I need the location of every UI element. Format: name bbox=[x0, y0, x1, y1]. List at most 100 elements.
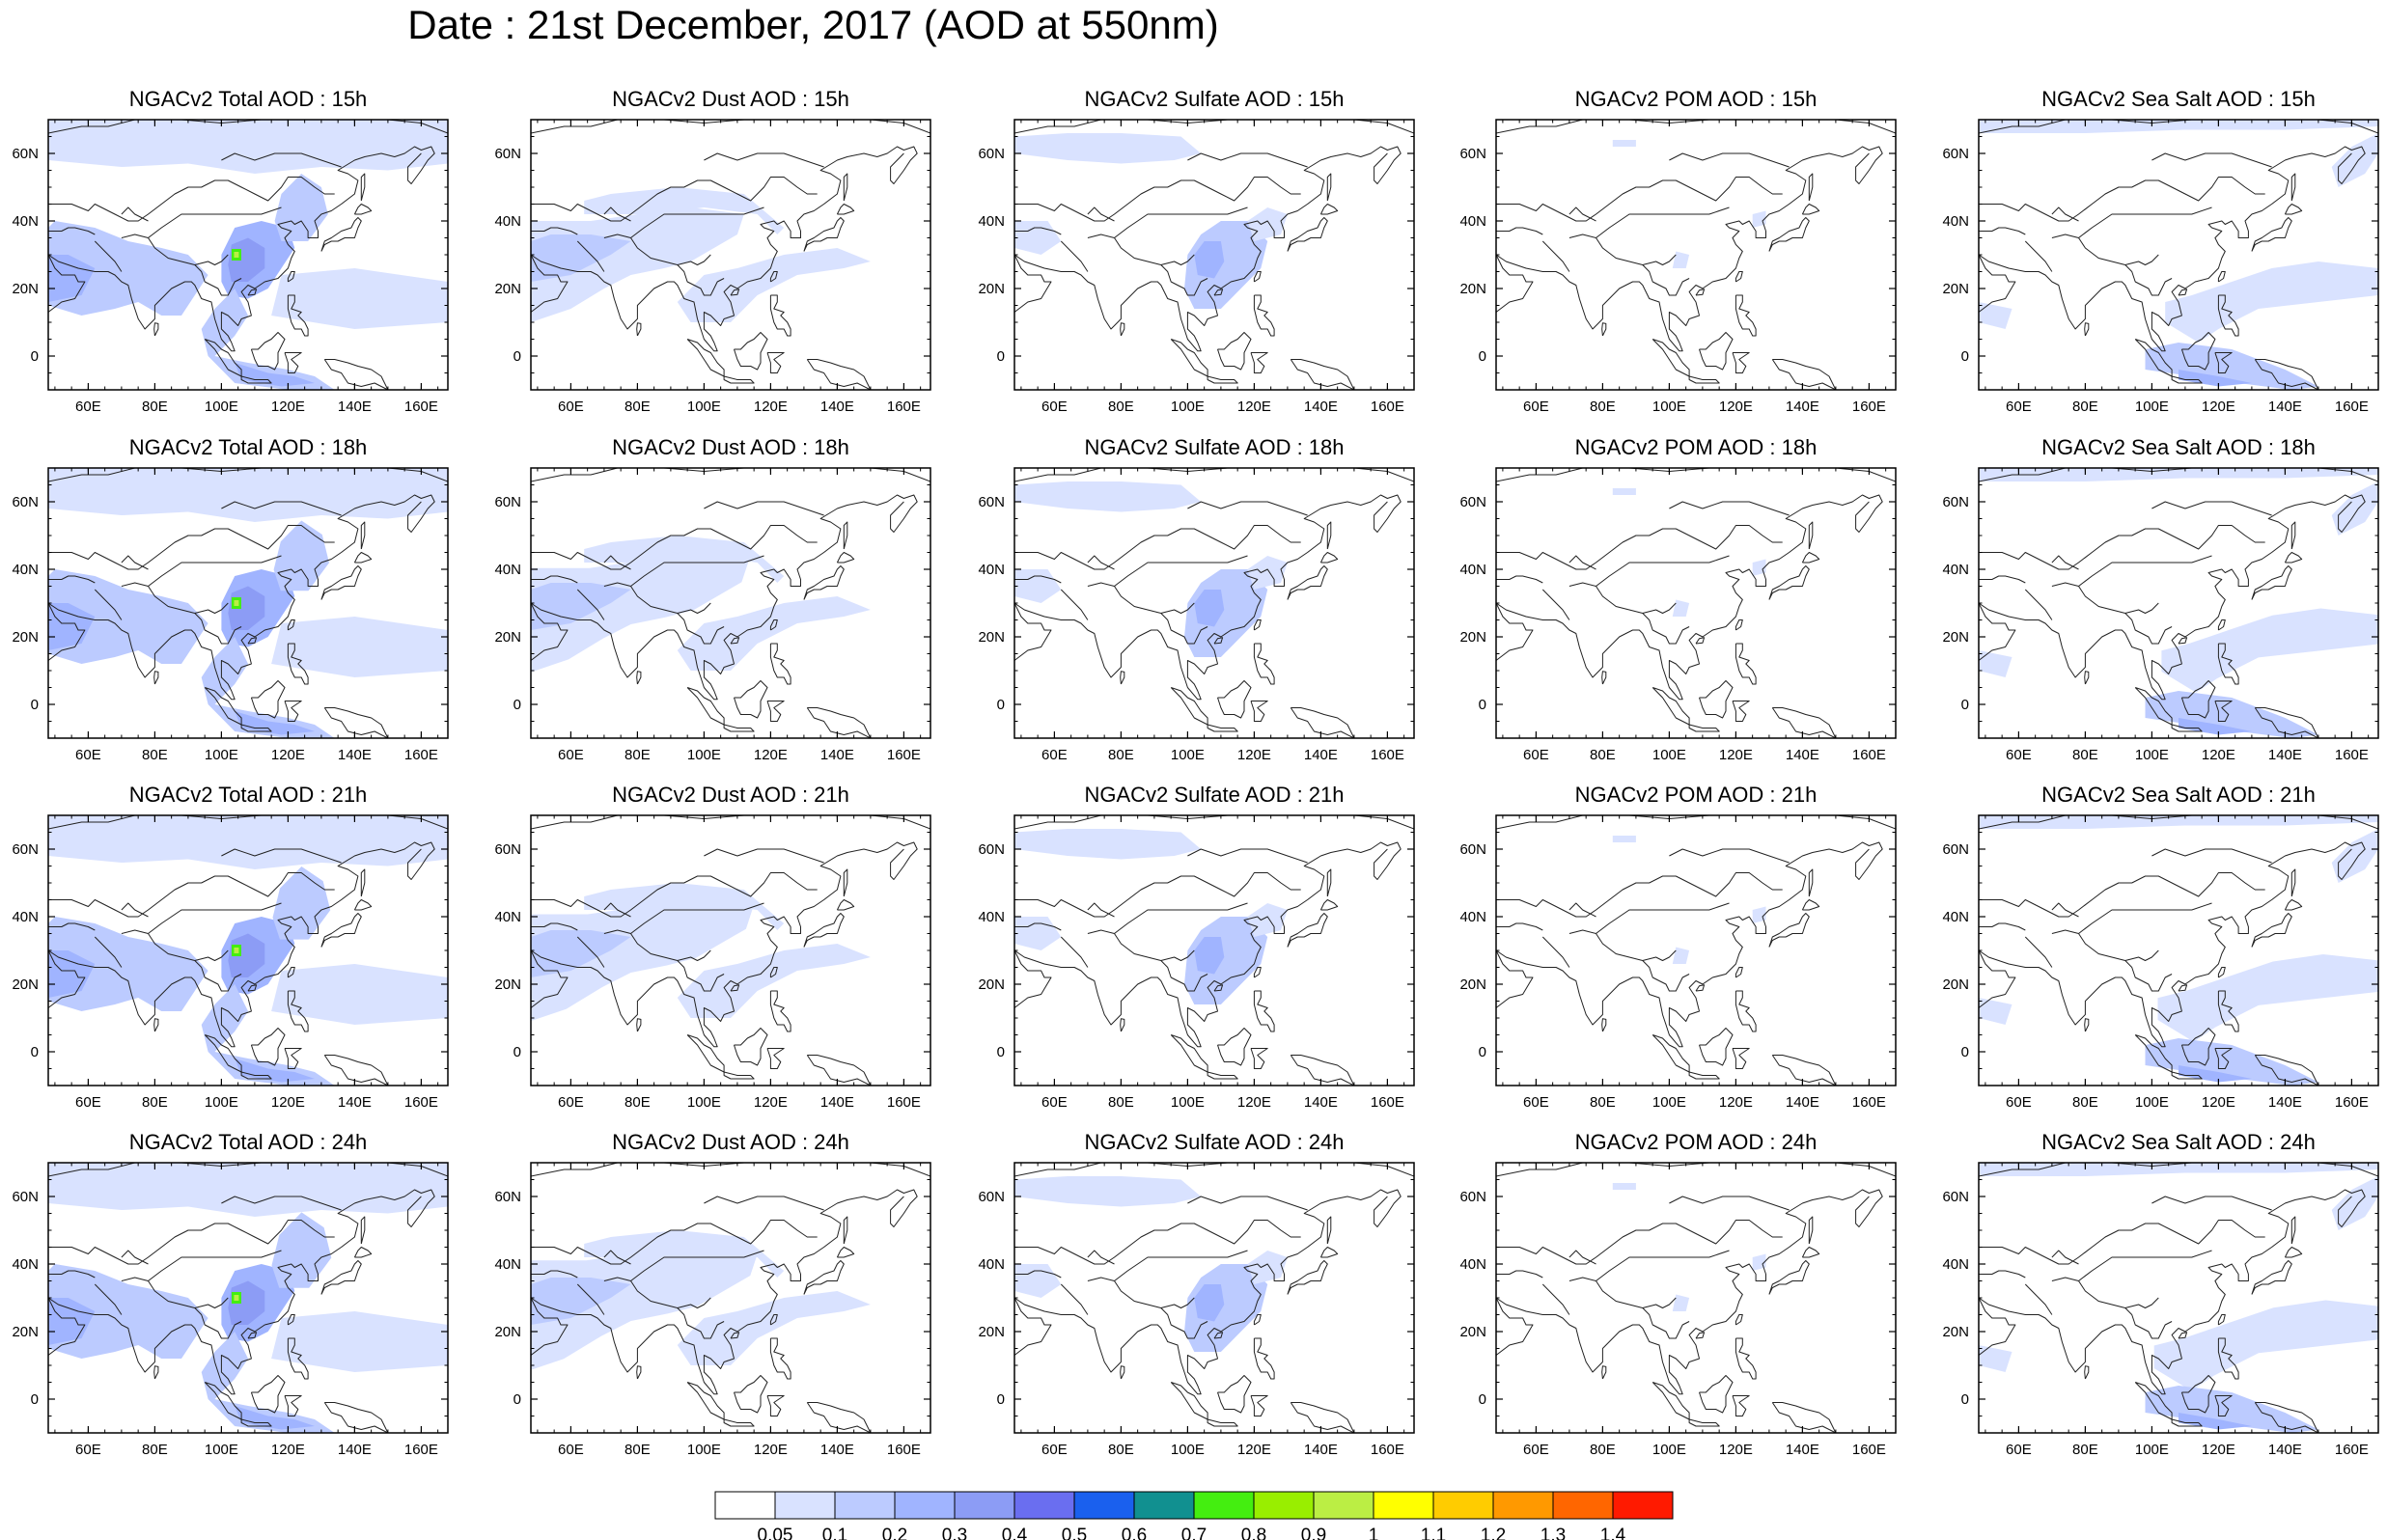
coastline bbox=[2290, 173, 2296, 202]
aod-region bbox=[677, 248, 871, 322]
coastline bbox=[1213, 1332, 1224, 1339]
coastline bbox=[1568, 582, 1677, 614]
coastline bbox=[1596, 555, 1730, 587]
y-tick-label: 0 bbox=[1479, 697, 1486, 713]
x-tick-label: 100E bbox=[687, 399, 721, 415]
coastline bbox=[121, 1277, 229, 1308]
coastline bbox=[1087, 1277, 1195, 1308]
aod-region bbox=[1014, 829, 1202, 860]
map-panel: 60E 80E 100E 120E 140E 160E 60N 40N 20N 0 bbox=[494, 467, 931, 763]
coastline bbox=[1114, 1250, 1248, 1281]
coastline bbox=[2251, 217, 2292, 252]
x-tick-label: 100E bbox=[687, 747, 721, 763]
coastline bbox=[94, 240, 123, 272]
coastline bbox=[1601, 671, 1607, 685]
coastline bbox=[1735, 271, 1743, 283]
coastline bbox=[48, 254, 86, 314]
panel-title: NGACv2 Sea Salt AOD : 24h bbox=[2041, 1130, 2316, 1154]
coastline bbox=[1160, 613, 1208, 645]
x-tick-label: 60E bbox=[1523, 1094, 1549, 1111]
x-tick-label: 140E bbox=[820, 399, 854, 415]
coastline bbox=[769, 1337, 791, 1380]
coastline bbox=[1695, 289, 1706, 296]
coastline bbox=[2051, 234, 2159, 265]
coastline bbox=[1014, 1220, 1301, 1265]
panel-title: NGACv2 Total AOD : 21h bbox=[128, 783, 368, 807]
coastline bbox=[48, 949, 86, 1009]
x-tick-label: 140E bbox=[1304, 1094, 1338, 1111]
colorbar-swatch bbox=[1013, 1491, 1075, 1520]
coastline bbox=[1014, 841, 1402, 1048]
y-tick-label: 40N bbox=[1459, 1256, 1486, 1273]
coastline bbox=[1160, 264, 1208, 296]
coastline bbox=[194, 264, 242, 296]
coastline bbox=[320, 565, 362, 600]
panel-title: NGACv2 Total AOD : 24h bbox=[128, 1130, 368, 1154]
aod-region bbox=[235, 1059, 315, 1083]
coastline bbox=[636, 1365, 642, 1380]
aod-region bbox=[2161, 608, 2378, 693]
coastline bbox=[2251, 913, 2292, 948]
x-tick-label: 80E bbox=[142, 747, 168, 763]
x-tick-label: 80E bbox=[2072, 1442, 2098, 1458]
coastline bbox=[769, 967, 778, 978]
x-tick-label: 120E bbox=[1719, 1442, 1753, 1458]
x-tick-label: 140E bbox=[2268, 1094, 2302, 1111]
coastline bbox=[603, 555, 631, 570]
x-tick-label: 60E bbox=[2006, 399, 2032, 415]
coastline bbox=[1207, 375, 1238, 384]
coastline bbox=[2214, 701, 2233, 722]
aod-region bbox=[1979, 650, 2012, 677]
coastline bbox=[1771, 359, 1837, 390]
coastline bbox=[284, 1395, 302, 1416]
coastline bbox=[2134, 687, 2173, 726]
coastline bbox=[766, 1395, 785, 1416]
x-tick-label: 160E bbox=[1371, 1442, 1404, 1458]
map-panel: 60E 80E 100E 120E 140E 160E 60N 40N 20N 0 bbox=[12, 814, 449, 1111]
x-tick-label: 60E bbox=[558, 1442, 584, 1458]
colorbar-label: 0.9 bbox=[1301, 1526, 1326, 1540]
aod-region bbox=[201, 637, 335, 738]
y-tick-label: 20N bbox=[978, 629, 1005, 646]
aod-region bbox=[228, 1280, 265, 1325]
aod-region bbox=[48, 950, 96, 998]
coastline bbox=[1014, 922, 1062, 931]
coastline bbox=[723, 375, 755, 384]
coastline bbox=[1213, 984, 1224, 992]
aod-region bbox=[1612, 488, 1636, 495]
aod-region bbox=[1979, 1163, 2378, 1176]
coastline bbox=[803, 913, 845, 948]
coastline bbox=[1187, 152, 1308, 168]
aod-region bbox=[2331, 481, 2378, 536]
x-tick-label: 160E bbox=[1852, 747, 1886, 763]
x-tick-label: 100E bbox=[1652, 1094, 1686, 1111]
x-tick-label: 60E bbox=[1041, 399, 1068, 415]
aod-region bbox=[1194, 590, 1225, 627]
y-tick-label: 60N bbox=[494, 841, 521, 858]
aod-field bbox=[531, 536, 871, 673]
aod-region bbox=[1979, 120, 2378, 133]
coastline bbox=[1060, 589, 1089, 620]
coastline bbox=[1014, 1189, 1402, 1395]
y-tick-label: 20N bbox=[12, 281, 39, 297]
coastline bbox=[153, 1365, 159, 1380]
coastline bbox=[1014, 602, 1052, 662]
x-tick-label: 60E bbox=[2006, 1094, 2032, 1111]
coastline bbox=[1060, 240, 1089, 272]
coastline bbox=[247, 1332, 258, 1339]
coastline bbox=[2217, 294, 2239, 337]
coastline bbox=[2284, 899, 2303, 911]
y-tick-label: 20N bbox=[978, 976, 1005, 993]
coastline bbox=[1014, 177, 1301, 222]
coastline bbox=[221, 501, 342, 516]
coastline bbox=[1290, 707, 1355, 738]
coastline bbox=[2078, 902, 2212, 934]
y-tick-label: 20N bbox=[1459, 976, 1486, 993]
coastline bbox=[723, 724, 755, 732]
x-tick-label: 100E bbox=[1652, 1442, 1686, 1458]
coastline bbox=[1651, 339, 1690, 377]
coastline bbox=[204, 339, 242, 377]
coastline bbox=[2024, 1283, 2053, 1315]
panel-title: NGACv2 Sulfate AOD : 21h bbox=[1084, 783, 1345, 807]
panel-title: NGACv2 Dust AOD : 24h bbox=[612, 1130, 849, 1154]
